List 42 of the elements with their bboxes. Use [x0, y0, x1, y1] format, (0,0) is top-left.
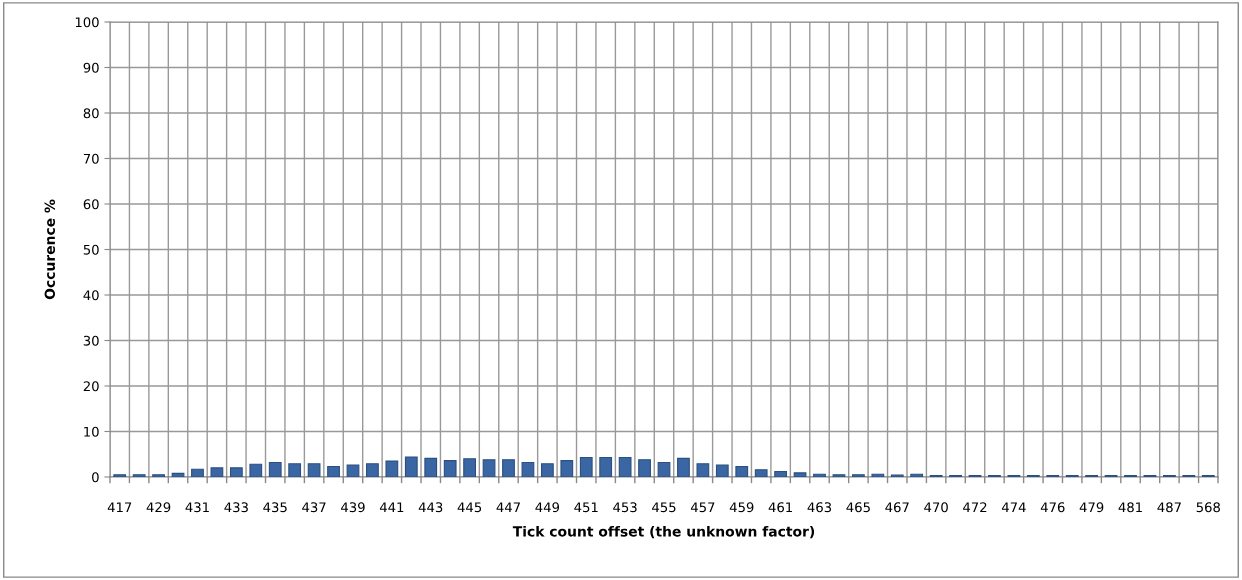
y-tick-label: 90 [83, 62, 99, 73]
x-tick-label: 437 [302, 502, 326, 513]
x-tick-label: 441 [379, 502, 404, 513]
x-tick-label: 449 [535, 502, 560, 513]
x-tick-label: 461 [768, 502, 793, 513]
x-tick-label: 467 [885, 502, 909, 513]
x-tick-label: 439 [341, 502, 365, 513]
x-tick-label: 447 [496, 502, 520, 513]
y-tick-label: 30 [83, 335, 99, 346]
x-tick-label: 451 [574, 502, 598, 513]
x-tick-label: 479 [1079, 502, 1104, 513]
x-tick-label: 472 [963, 502, 987, 513]
y-tick-label: 0 [92, 472, 99, 483]
x-tick-label: 455 [652, 502, 676, 513]
y-tick-label: 70 [83, 153, 99, 164]
x-tick-label: 457 [690, 502, 715, 513]
x-tick-label: 487 [1157, 502, 1181, 513]
x-tick-label: 459 [729, 502, 754, 513]
y-tick-label: 100 [75, 17, 99, 28]
y-tick-label: 40 [83, 290, 99, 301]
y-tick-label: 80 [83, 108, 99, 119]
x-tick-label: 481 [1118, 502, 1142, 513]
y-tick-label: 20 [83, 381, 99, 392]
x-axis-title: Tick count offset (the unknown factor) [512, 525, 815, 539]
x-tick-label: 465 [846, 502, 870, 513]
x-tick-label: 463 [807, 502, 832, 513]
x-tick-label: 433 [224, 502, 248, 513]
y-axis-title: Occurence % [44, 199, 56, 300]
x-tick-label: 429 [146, 502, 171, 513]
x-tick-label: 568 [1196, 502, 1220, 513]
x-tick-label: 445 [457, 502, 482, 513]
x-tick-label: 470 [924, 502, 948, 513]
x-tick-label: 476 [1040, 502, 1065, 513]
y-tick-label: 10 [84, 426, 99, 437]
y-tick-label: 60 [83, 199, 99, 210]
y-tick-label: 50 [83, 244, 99, 255]
x-tick-label: 443 [418, 502, 443, 513]
x-tick-label: 435 [263, 502, 287, 513]
x-tick-label: 417 [107, 502, 132, 513]
x-tick-label: 431 [185, 502, 209, 513]
x-tick-label: 453 [613, 502, 637, 513]
x-tick-label: 474 [1001, 502, 1026, 513]
